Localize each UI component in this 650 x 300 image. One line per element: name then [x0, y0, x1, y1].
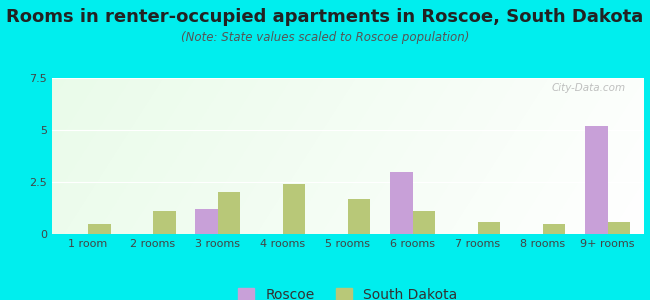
Text: City-Data.com: City-Data.com [552, 83, 626, 93]
Bar [608, 221, 630, 234]
Bar [88, 224, 110, 234]
Bar [585, 126, 608, 234]
Text: Rooms in renter-occupied apartments in Roscoe, South Dakota: Rooms in renter-occupied apartments in R… [6, 8, 644, 26]
Text: (Note: State values scaled to Roscoe population): (Note: State values scaled to Roscoe pop… [181, 32, 469, 44]
Bar [153, 211, 176, 234]
Bar [390, 172, 413, 234]
Bar [195, 209, 218, 234]
Legend: Roscoe, South Dakota: Roscoe, South Dakota [238, 288, 458, 300]
Bar [543, 224, 566, 234]
Bar [218, 192, 240, 234]
Bar [283, 184, 306, 234]
Bar [413, 211, 436, 234]
Bar [348, 199, 370, 234]
Bar [478, 221, 500, 234]
